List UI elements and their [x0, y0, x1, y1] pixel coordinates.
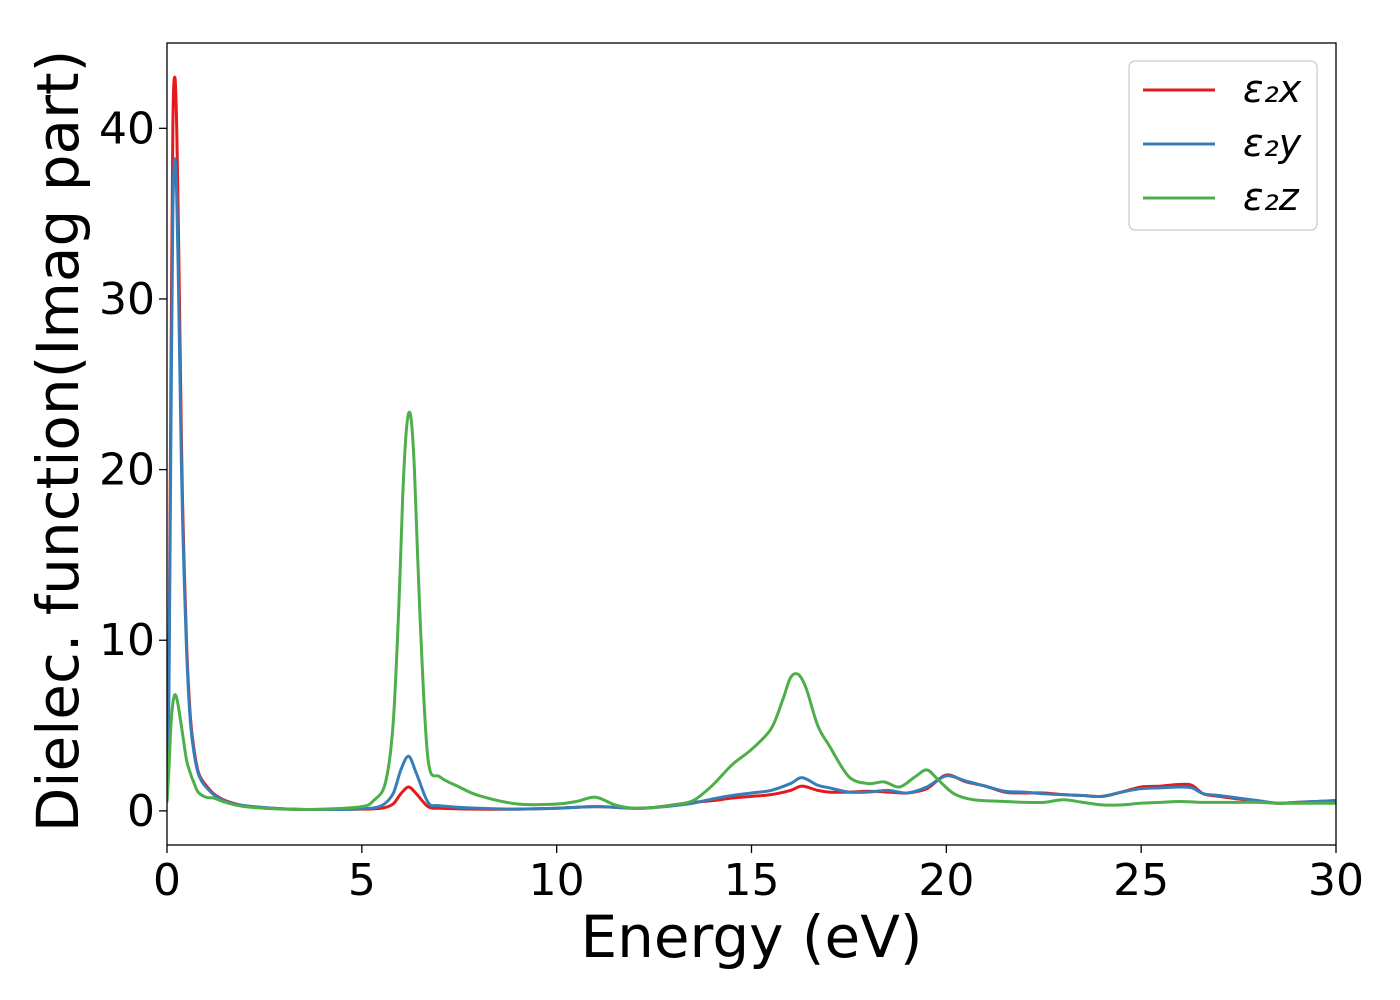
x-axis-label: Energy (eV): [580, 903, 922, 971]
legend-entry: ε₂z: [1243, 175, 1300, 219]
y-tick-label: 10: [99, 615, 155, 666]
y-tick-label: 20: [99, 445, 155, 496]
x-tick-label: 0: [153, 855, 181, 906]
x-axis-ticks: 0 5 10 15 20 25 30: [153, 845, 1364, 906]
y-axis-label: Dielec. function(Imag part): [24, 50, 92, 833]
legend-entry: ε₂y: [1243, 121, 1302, 165]
series-line-3: [167, 410, 1336, 811]
x-tick-label: 25: [1113, 855, 1169, 906]
legend-box: [1128, 60, 1318, 231]
legend-entry: ε₂x: [1243, 67, 1302, 111]
legend: ε₂x ε₂y ε₂z: [1128, 60, 1318, 231]
x-tick-label: 5: [348, 855, 376, 906]
y-axis-ticks: 0 10 20 30 40: [99, 103, 167, 837]
y-tick-label: 30: [99, 274, 155, 325]
x-tick-label: 10: [529, 855, 585, 906]
series-layer: [167, 75, 1336, 812]
y-tick-label: 0: [127, 786, 155, 837]
x-tick-label: 15: [724, 855, 780, 906]
x-tick-label: 30: [1308, 855, 1364, 906]
y-tick-label: 40: [99, 103, 155, 154]
x-tick-label: 20: [918, 855, 974, 906]
